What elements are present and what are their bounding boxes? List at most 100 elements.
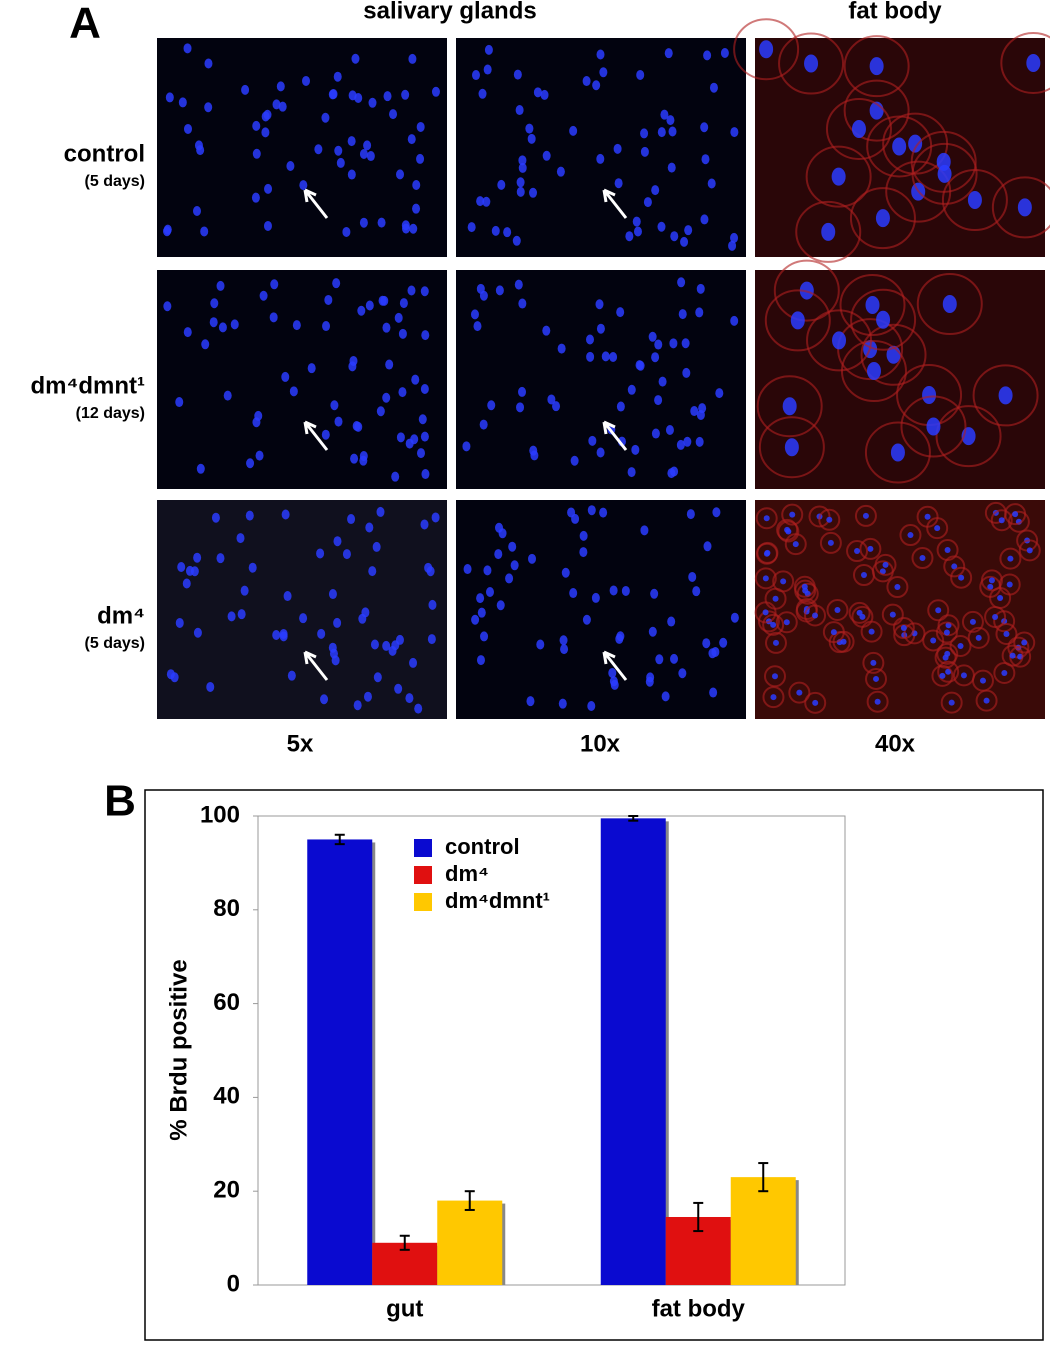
nucleus (812, 699, 819, 706)
nucleus (579, 530, 588, 541)
nucleus (353, 700, 362, 711)
nucleus (599, 507, 608, 518)
nucleus (870, 659, 877, 666)
nucleus (560, 644, 569, 655)
nucleus (420, 519, 429, 530)
nucleus (684, 225, 693, 236)
nucleus (252, 120, 261, 131)
nucleus (418, 414, 427, 425)
nucleus (635, 360, 644, 371)
nucleus (780, 578, 787, 585)
cell-outline (911, 142, 978, 205)
nucleus (907, 532, 914, 539)
nucleus (471, 70, 480, 81)
nucleus (771, 673, 778, 680)
cell-outline (900, 395, 967, 458)
nucleus (177, 562, 186, 573)
nucleus (163, 301, 172, 312)
cell-outline (850, 288, 917, 351)
nucleus (856, 609, 863, 616)
nucleus (526, 696, 535, 707)
nucleus (542, 325, 551, 336)
cell-outline (788, 681, 811, 704)
nucleus (596, 323, 605, 334)
nucleus (657, 127, 666, 138)
nucleus (979, 677, 986, 684)
nucleus (518, 162, 527, 173)
nucleus (478, 88, 487, 99)
nucleus (287, 670, 296, 681)
nucleus (670, 231, 679, 242)
nucleus (347, 136, 356, 147)
nucleus (416, 121, 425, 132)
nucleus (514, 279, 523, 290)
nucleus (483, 64, 492, 75)
nucleus (596, 153, 605, 164)
nucleus (470, 309, 479, 320)
nucleus (582, 76, 591, 87)
nucleus (299, 613, 308, 624)
cell-outline (854, 504, 877, 527)
nucleus (900, 625, 907, 632)
cell-outline (775, 611, 798, 634)
nucleus (206, 681, 215, 692)
cell-outline (1004, 503, 1027, 526)
nucleus (547, 394, 556, 405)
cell-outline (849, 187, 916, 250)
nucleus (357, 305, 366, 316)
nucleus (666, 115, 675, 126)
cell-outline (937, 660, 960, 683)
nucleus (922, 386, 937, 405)
nucleus (582, 614, 591, 625)
cell-outline (795, 200, 862, 263)
nucleus (651, 428, 660, 439)
nucleus (414, 703, 423, 714)
nucleus (255, 450, 264, 461)
cell-outline (903, 622, 926, 645)
nucleus (1006, 581, 1013, 588)
cell-outline (781, 503, 804, 526)
nucleus (380, 295, 389, 306)
nucleus (935, 607, 942, 614)
nucleus (252, 417, 261, 428)
cell-outline (866, 690, 889, 713)
nucleus (703, 50, 712, 61)
y-tick-label: 40 (213, 1083, 240, 1110)
cell-outline (899, 524, 922, 547)
nucleus (389, 109, 398, 120)
nucleus (874, 698, 881, 705)
row-label: dm⁴ (97, 602, 145, 629)
nucleus (770, 694, 777, 701)
cell-outline (1013, 631, 1036, 654)
nucleus (182, 578, 191, 589)
nucleus (427, 634, 436, 645)
cell-outline (931, 664, 954, 687)
plot-area (257, 815, 846, 1286)
nucleus (1003, 631, 1010, 638)
nucleus (476, 655, 485, 666)
cell-outline (949, 634, 972, 657)
nucleus (421, 469, 430, 480)
error-bar (628, 815, 639, 822)
cell-outline (839, 273, 906, 336)
bar (307, 839, 373, 1285)
nucleus (479, 290, 488, 301)
legend-label: dm⁴dmnt¹ (445, 888, 550, 913)
nucleus (890, 443, 905, 462)
nucleus (830, 629, 837, 636)
cell-outline (733, 18, 800, 81)
nucleus (678, 668, 687, 679)
nucleus (1012, 511, 1019, 518)
nucleus (678, 309, 687, 320)
cell-outline (822, 621, 845, 644)
nucleus (715, 388, 724, 399)
nucleus (401, 89, 410, 100)
nucleus (333, 617, 342, 628)
column-header: fat body (848, 0, 942, 24)
nucleus (409, 223, 418, 234)
cell-outline (972, 364, 1039, 427)
nucleus (368, 566, 377, 577)
nucleus (276, 81, 285, 92)
cell-outline (1018, 539, 1041, 562)
nucleus (540, 89, 549, 100)
